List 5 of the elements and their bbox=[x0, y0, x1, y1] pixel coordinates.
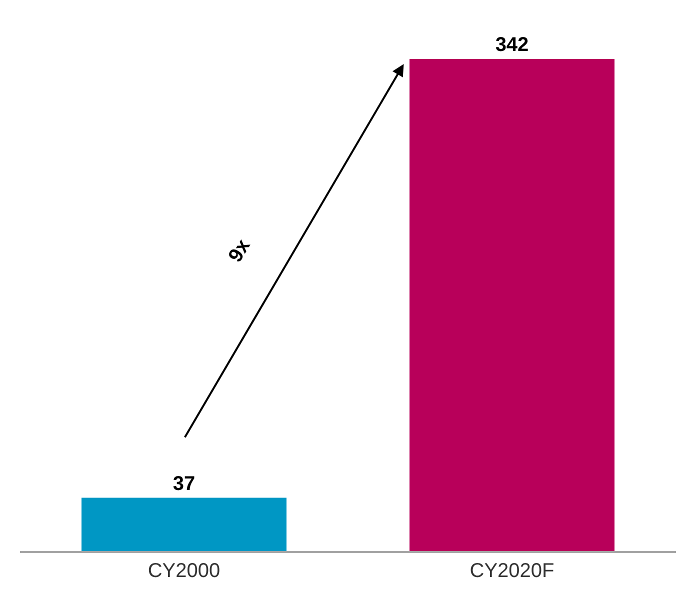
data-label: 37 bbox=[172, 472, 196, 495]
annotation: 9x bbox=[224, 236, 255, 266]
x-tick-label: CY2020F bbox=[470, 560, 554, 582]
x-tick-label: CY2000 bbox=[148, 560, 220, 582]
data-label: 342 bbox=[495, 34, 529, 56]
